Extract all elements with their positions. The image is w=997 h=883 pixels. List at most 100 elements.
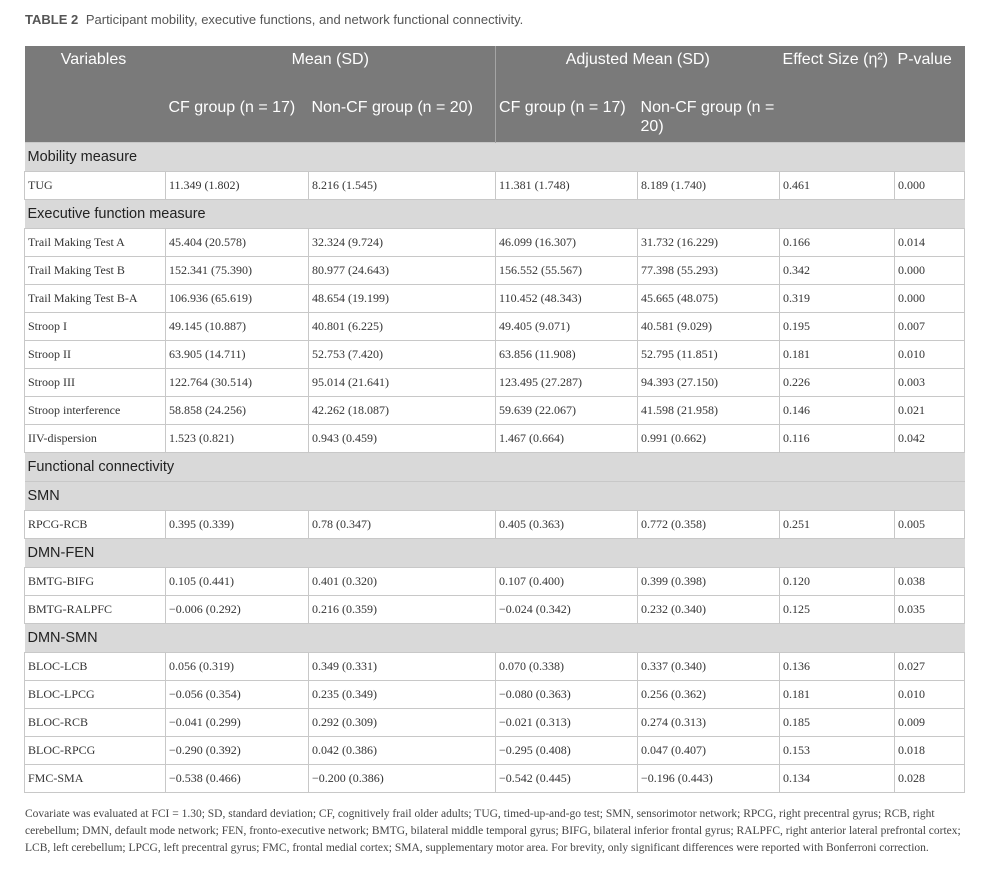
table-row: TUG 11.349 (1.802) 8.216 (1.545) 11.381 (1.…	[24, 171, 966, 200]
table-row: BLOC-LPCG −0.056 (0.354) 0.235 (0.349) −0.0…	[24, 680, 966, 709]
effect-size-cell: 0.134	[779, 764, 896, 793]
cf-mean-cell: 63.905 (14.711)	[165, 340, 309, 369]
p-value-cell: 0.000	[894, 284, 966, 313]
effect-size-cell: 0.146	[779, 396, 896, 425]
non-cf-mean-cell: 80.977 (24.643)	[307, 256, 497, 285]
cf-mean-cell: −0.056 (0.354)	[165, 680, 309, 709]
cf-mean-cell: −0.538 (0.466)	[165, 764, 309, 793]
effect-size-cell: 0.185	[779, 708, 896, 737]
variable-cell: Trail Making Test A	[24, 228, 166, 257]
non-cf-adjusted-cell: 0.991 (0.662)	[637, 424, 781, 453]
cf-adjusted-cell: 63.856 (11.908)	[495, 340, 639, 369]
effect-size-cell: 0.116	[779, 424, 896, 453]
non-cf-mean-cell: 0.349 (0.331)	[307, 652, 497, 681]
variable-cell: RPCG-RCB	[24, 510, 166, 539]
effect-size-cell: 0.342	[779, 256, 896, 285]
variable-cell: IIV-dispersion	[24, 424, 166, 453]
variable-cell: Trail Making Test B	[24, 256, 166, 285]
section-header-row: DMN-SMN	[24, 623, 965, 653]
section-header-row: Executive function measure	[24, 199, 965, 229]
table-body: Mobility measure TUG 11.349 (1.802) 8.216 (…	[24, 142, 966, 793]
cf-adjusted-cell: 156.552 (55.567)	[495, 256, 639, 285]
header-non-cf-group-adjusted: Non-CF group (n = 20)	[640, 99, 775, 135]
cf-mean-cell: −0.041 (0.299)	[165, 708, 309, 737]
non-cf-adjusted-cell: 0.772 (0.358)	[637, 510, 781, 539]
table-row: Stroop II 63.905 (14.711) 52.753 (7.420) 63…	[24, 340, 966, 369]
p-value-cell: 0.018	[894, 736, 966, 765]
p-value-cell: 0.021	[894, 396, 966, 425]
cf-mean-cell: 122.764 (30.514)	[165, 368, 309, 397]
variable-cell: Trail Making Test B-A	[24, 284, 166, 313]
cf-mean-cell: 49.145 (10.887)	[165, 312, 309, 341]
p-value-cell: 0.028	[894, 764, 966, 793]
header-mean-sd: Mean (SD)	[165, 46, 497, 96]
results-table: Variables Mean (SD) Adjusted Mean (SD) E…	[24, 46, 966, 793]
variable-cell: BMTG-BIFG	[24, 567, 166, 596]
effect-size-cell: 0.181	[779, 340, 896, 369]
section-title: DMN-FEN	[24, 538, 965, 568]
non-cf-mean-cell: 32.324 (9.724)	[307, 228, 497, 257]
cf-adjusted-cell: 110.452 (48.343)	[495, 284, 639, 313]
header-effect-size: Effect Size (η²)	[782, 51, 889, 68]
section-header-row: SMN	[24, 481, 965, 511]
non-cf-adjusted-cell: 0.337 (0.340)	[637, 652, 781, 681]
variable-cell: BLOC-LPCG	[24, 680, 166, 709]
effect-size-cell: 0.136	[779, 652, 896, 681]
non-cf-mean-cell: 8.216 (1.545)	[307, 171, 497, 200]
p-value-cell: 0.000	[894, 171, 966, 200]
non-cf-mean-cell: 0.042 (0.386)	[307, 736, 497, 765]
cf-mean-cell: 0.395 (0.339)	[165, 510, 309, 539]
p-value-cell: 0.009	[894, 708, 966, 737]
table-label: TABLE 2	[25, 12, 79, 27]
variable-cell: BLOC-RPCG	[24, 736, 166, 765]
variable-cell: BLOC-LCB	[24, 652, 166, 681]
p-value-cell: 0.010	[894, 680, 966, 709]
non-cf-mean-cell: 0.216 (0.359)	[307, 595, 497, 624]
cf-adjusted-cell: −0.295 (0.408)	[495, 736, 639, 765]
p-value-cell: 0.010	[894, 340, 966, 369]
cf-adjusted-cell: 0.070 (0.338)	[495, 652, 639, 681]
table-row: Trail Making Test B 152.341 (75.390) 80.97…	[24, 256, 966, 285]
cf-mean-cell: 0.056 (0.319)	[165, 652, 309, 681]
non-cf-adjusted-cell: 41.598 (21.958)	[637, 396, 781, 425]
non-cf-adjusted-cell: 40.581 (9.029)	[637, 312, 781, 341]
non-cf-adjusted-cell: 0.232 (0.340)	[637, 595, 781, 624]
section-title: Executive function measure	[24, 199, 965, 229]
cf-adjusted-cell: 49.405 (9.071)	[495, 312, 639, 341]
table-row: Trail Making Test A 45.404 (20.578) 32.324…	[24, 228, 966, 257]
effect-size-cell: 0.226	[779, 368, 896, 397]
effect-size-cell: 0.125	[779, 595, 896, 624]
cf-mean-cell: 45.404 (20.578)	[165, 228, 309, 257]
non-cf-mean-cell: 52.753 (7.420)	[307, 340, 497, 369]
table-row: Stroop interference 58.858 (24.256) 42.262…	[24, 396, 966, 425]
p-value-cell: 0.007	[894, 312, 966, 341]
effect-size-cell: 0.153	[779, 736, 896, 765]
variable-cell: TUG	[24, 171, 166, 200]
p-value-cell: 0.042	[894, 424, 966, 453]
effect-size-cell: 0.181	[779, 680, 896, 709]
effect-size-cell: 0.120	[779, 567, 896, 596]
table-row: RPCG-RCB 0.395 (0.339) 0.78 (0.347) 0.405 (…	[24, 510, 966, 539]
cf-mean-cell: 152.341 (75.390)	[165, 256, 309, 285]
cf-adjusted-cell: 11.381 (1.748)	[495, 171, 639, 200]
table-row: BLOC-RCB −0.041 (0.299) 0.292 (0.309) −0.02…	[24, 708, 966, 737]
non-cf-adjusted-cell: 0.256 (0.362)	[637, 680, 781, 709]
section-title: SMN	[24, 481, 965, 511]
non-cf-adjusted-cell: 0.047 (0.407)	[637, 736, 781, 765]
cf-adjusted-cell: 46.099 (16.307)	[495, 228, 639, 257]
cf-adjusted-cell: −0.542 (0.445)	[495, 764, 639, 793]
table-row: Stroop III 122.764 (30.514) 95.014 (21.641…	[24, 368, 966, 397]
table-footnote: Covariate was evaluated at FCI = 1.30; S…	[25, 808, 961, 854]
section-header-row: Mobility measure	[24, 142, 965, 172]
table-row: BMTG-BIFG 0.105 (0.441) 0.401 (0.320) 0.107…	[24, 567, 966, 596]
cf-mean-cell: 106.936 (65.619)	[165, 284, 309, 313]
p-value-cell: 0.014	[894, 228, 966, 257]
non-cf-mean-cell: 0.943 (0.459)	[307, 424, 497, 453]
cf-mean-cell: 58.858 (24.256)	[165, 396, 309, 425]
non-cf-adjusted-cell: 94.393 (27.150)	[637, 368, 781, 397]
effect-size-cell: 0.461	[779, 171, 896, 200]
non-cf-mean-cell: 0.401 (0.320)	[307, 567, 497, 596]
section-title: DMN-SMN	[24, 623, 965, 653]
non-cf-mean-cell: 0.235 (0.349)	[307, 680, 497, 709]
non-cf-mean-cell: −0.200 (0.386)	[307, 764, 497, 793]
